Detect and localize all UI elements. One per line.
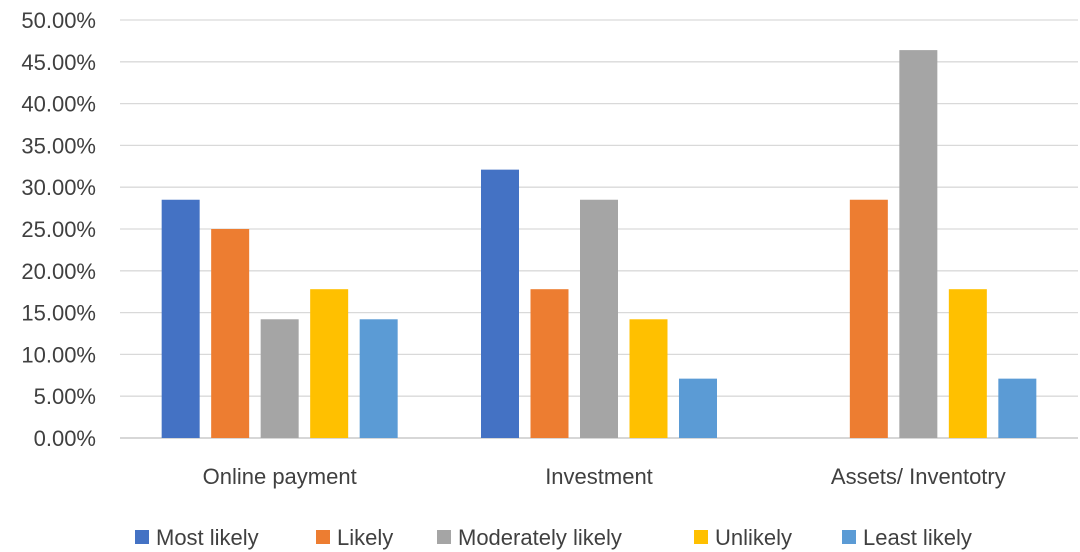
bar: [948, 289, 987, 438]
legend-label: Most likely: [156, 525, 259, 550]
bar: [899, 50, 938, 438]
legend-label: Moderately likely: [458, 525, 622, 550]
legend: Most likely Likely Moderately likely Unlike…: [135, 525, 972, 550]
legend-swatch: [316, 530, 330, 544]
bar: [849, 199, 888, 438]
bar: [998, 378, 1037, 438]
y-tick-label: 50.00%: [21, 8, 96, 33]
x-category-label: Assets/ Inventotry: [831, 464, 1006, 489]
bar: [161, 199, 200, 438]
y-tick-label: 15.00%: [21, 301, 96, 326]
bar: [260, 319, 299, 438]
bar: [310, 289, 349, 438]
legend-swatch: [135, 530, 149, 544]
bar: [211, 229, 250, 438]
x-axis-category-labels: Online payment Investment Assets/ Inventot…: [203, 464, 1006, 489]
legend-swatch: [842, 530, 856, 544]
y-tick-label: 10.00%: [21, 342, 96, 367]
bars: [161, 50, 1037, 439]
bar: [481, 169, 519, 439]
legend-swatch: [437, 530, 451, 544]
legend-label: Likely: [337, 525, 393, 550]
y-tick-label: 20.00%: [21, 259, 96, 284]
bar: [530, 289, 569, 438]
y-tick-label: 35.00%: [21, 133, 96, 158]
y-tick-label: 40.00%: [21, 92, 96, 117]
y-tick-label: 5.00%: [34, 384, 96, 409]
x-category-label: Investment: [545, 464, 653, 489]
bar: [580, 199, 618, 438]
bar: [679, 378, 717, 438]
y-tick-label: 25.00%: [21, 217, 96, 242]
y-tick-label: 45.00%: [21, 50, 96, 75]
bar: [629, 319, 668, 438]
y-axis-tick-labels: 0.00% 5.00% 10.00% 15.00% 20.00% 25.00% 30.00%…: [21, 8, 96, 451]
x-category-label: Online payment: [203, 464, 357, 489]
legend-label: Least likely: [863, 525, 972, 550]
legend-swatch: [694, 530, 708, 544]
legend-label: Unlikely: [715, 525, 792, 550]
bar: [359, 319, 398, 438]
y-tick-label: 30.00%: [21, 175, 96, 200]
y-tick-label: 0.00%: [34, 426, 96, 451]
